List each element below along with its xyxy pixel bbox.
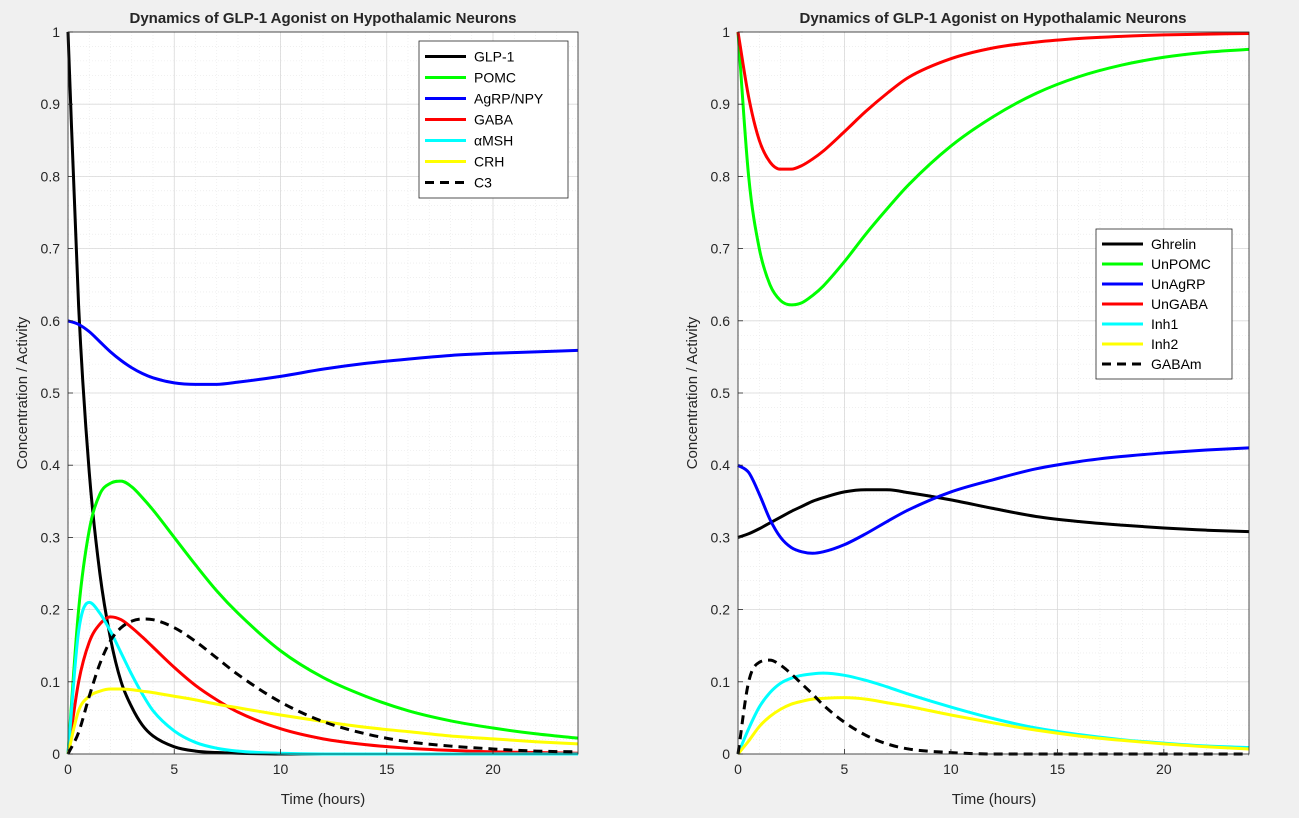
y-tick-label: 0.9 [711,96,731,112]
legend-label: UnPOMC [1151,256,1211,272]
legend-label: UnGABA [1151,296,1208,312]
series-line-gabam [736,658,1249,756]
legend-label: AgRP/NPY [474,91,544,107]
series-line-pomc [66,479,579,755]
chart-left-ylabel: Concentration / Activity [14,316,31,469]
legend-label: Inh1 [1151,316,1178,332]
y-tick-label: 0 [722,746,730,762]
x-tick-label: 15 [1050,761,1066,777]
y-tick-label: 0 [52,746,60,762]
legend-label: Inh2 [1151,336,1178,352]
x-tick-label: 10 [273,761,289,777]
y-tick-label: 0.8 [711,168,731,184]
legend-label: GLP-1 [474,49,515,65]
y-tick-label: 0.1 [41,674,61,690]
legend-label: αMSH [474,133,513,149]
chart-right-series [736,31,1250,756]
y-tick-label: 1 [52,24,60,40]
chart-right-xlabel: Time (hours) [952,791,1036,808]
chart-left-series [66,31,579,756]
x-tick-label: 10 [943,761,959,777]
series-line-gaba [66,615,579,755]
chart-left-xlabel: Time (hours) [281,791,365,808]
legend-label: C3 [474,175,492,191]
x-tick-label: 20 [1156,761,1172,777]
chart-left-ticks: 0 5 10 15 20 0 0.1 0.2 0.3 0.4 0.5 0.6 0.7 0.8 0.9 1 [41,24,501,777]
x-tick-label: 0 [734,761,742,777]
legend-label: POMC [474,70,516,86]
y-tick-label: 1 [722,24,730,40]
y-tick-label: 0.9 [41,96,61,112]
x-tick-label: 15 [379,761,395,777]
series-line-crh [66,687,579,755]
chart-right-ticks: 0 5 10 15 20 0 0.1 0.2 0.3 0.4 0.5 0.6 0.7 0.8 0.9 1 [711,24,1172,777]
legend-label: GABAm [1151,356,1202,372]
series-line-unagrp [737,446,1250,555]
chart-right: Dynamics of GLP-1 Agonist on Hypothalami… [684,10,1250,808]
chart-left: Dynamics of GLP-1 Agonist on Hypothalami… [14,10,579,808]
x-tick-label: 5 [170,761,178,777]
x-tick-label: 20 [485,761,501,777]
y-tick-label: 0.2 [711,602,731,618]
y-tick-label: 0.6 [41,313,61,329]
y-tick-label: 0.4 [711,457,731,473]
y-tick-label: 0.3 [41,529,61,545]
chart-right-legend: Ghrelin UnPOMC UnAgRP UnGABA Inh1 Inh2 GABAm [1095,228,1233,380]
chart-right-ylabel: Concentration / Activity [684,316,701,469]
legend-label: CRH [474,154,504,170]
series-line-agrp-npy [67,319,579,386]
series-line-unpomc [736,31,1250,307]
legend-label: Ghrelin [1151,236,1196,252]
y-tick-label: 0.5 [41,385,61,401]
y-tick-label: 0.7 [41,241,61,257]
chart-left-legend: GLP-1 POMC AgRP/NPY GABA αMSH CRH C3 [418,40,569,199]
chart-left-title: Dynamics of GLP-1 Agonist on Hypothalami… [130,10,517,27]
legend-label: GABA [474,112,514,128]
series-line-ghrelin [737,488,1250,539]
y-tick-label: 0.2 [41,602,61,618]
chart-right-title: Dynamics of GLP-1 Agonist on Hypothalami… [800,10,1187,27]
y-tick-label: 0.7 [711,241,731,257]
series-line-ungaba [736,31,1250,171]
y-tick-label: 0.8 [41,168,61,184]
x-tick-label: 0 [64,761,72,777]
y-tick-label: 0.3 [711,529,731,545]
legend-label: UnAgRP [1151,276,1205,292]
y-tick-label: 0.1 [711,674,731,690]
y-tick-label: 0.4 [41,457,61,473]
y-tick-label: 0.5 [711,385,731,401]
y-tick-label: 0.6 [711,313,731,329]
series-line-inh2 [736,696,1250,755]
x-tick-label: 5 [841,761,849,777]
